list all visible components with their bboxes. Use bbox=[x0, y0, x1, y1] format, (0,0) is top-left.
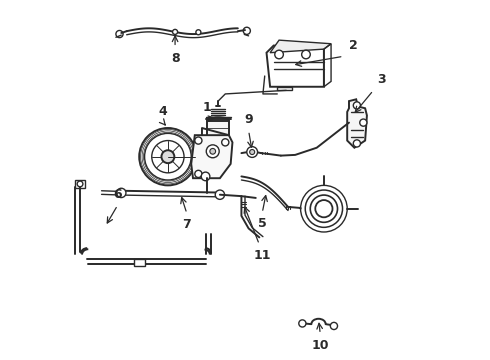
Circle shape bbox=[215, 190, 224, 199]
Circle shape bbox=[201, 172, 210, 181]
Circle shape bbox=[195, 137, 202, 144]
Text: 11: 11 bbox=[253, 249, 271, 262]
Text: 8: 8 bbox=[171, 51, 179, 64]
Text: 4: 4 bbox=[159, 105, 168, 118]
Circle shape bbox=[247, 147, 258, 157]
Circle shape bbox=[195, 170, 202, 177]
Text: 7: 7 bbox=[183, 218, 191, 231]
Text: 10: 10 bbox=[312, 338, 329, 351]
Polygon shape bbox=[191, 135, 232, 178]
Text: 2: 2 bbox=[349, 39, 358, 52]
Polygon shape bbox=[207, 121, 229, 148]
Circle shape bbox=[330, 322, 338, 329]
Circle shape bbox=[299, 320, 306, 327]
Circle shape bbox=[117, 188, 126, 198]
Circle shape bbox=[360, 119, 367, 126]
Circle shape bbox=[275, 50, 283, 59]
Text: 1: 1 bbox=[202, 102, 211, 114]
Text: 6: 6 bbox=[113, 188, 122, 201]
Circle shape bbox=[206, 145, 219, 158]
Circle shape bbox=[172, 30, 177, 35]
Circle shape bbox=[353, 102, 361, 109]
Circle shape bbox=[250, 149, 255, 154]
Circle shape bbox=[353, 140, 361, 147]
Polygon shape bbox=[134, 259, 145, 266]
Text: 5: 5 bbox=[258, 217, 267, 230]
Circle shape bbox=[196, 30, 201, 35]
Text: 3: 3 bbox=[378, 73, 386, 86]
Polygon shape bbox=[347, 99, 367, 148]
Circle shape bbox=[77, 181, 83, 187]
Circle shape bbox=[221, 139, 229, 146]
Circle shape bbox=[161, 150, 174, 163]
Circle shape bbox=[139, 128, 196, 185]
Polygon shape bbox=[270, 40, 331, 53]
Circle shape bbox=[210, 148, 216, 154]
Text: 9: 9 bbox=[245, 113, 253, 126]
Circle shape bbox=[302, 50, 310, 59]
